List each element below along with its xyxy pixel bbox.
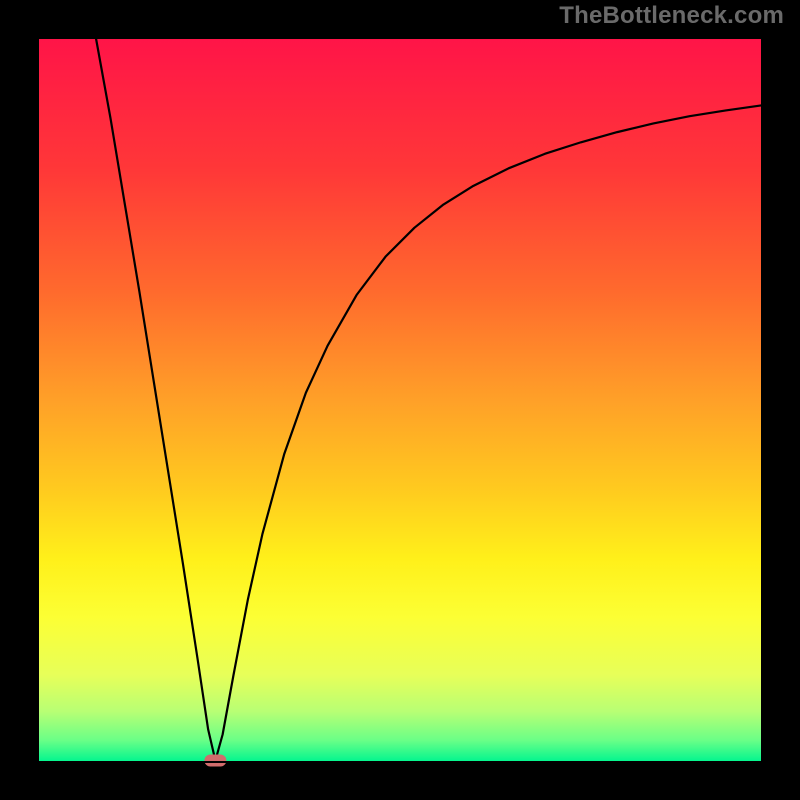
plot-background [38,38,762,762]
bottleneck-chart [0,0,800,800]
minimum-marker [204,755,226,767]
chart-container: TheBottleneck.com [0,0,800,800]
watermark-text: TheBottleneck.com [559,2,784,30]
